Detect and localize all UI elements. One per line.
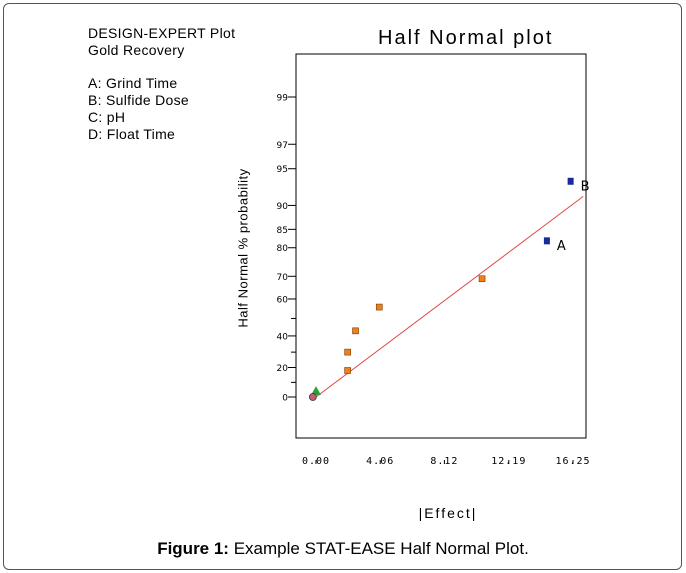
x-tick-label: 8.12: [430, 456, 458, 467]
y-tick-label: 95: [277, 165, 288, 175]
origin-point: [308, 393, 317, 401]
x-tick-label: 16.25: [555, 456, 590, 467]
y-tick-label: 40: [277, 332, 289, 342]
significant-effect-point: [567, 177, 574, 185]
point-label: A: [557, 239, 566, 254]
factor-b: B: Sulfide Dose: [88, 92, 189, 108]
x-axis-label: |Effect|: [418, 505, 478, 521]
figure-caption-text: Example STAT-EASE Half Normal Plot.: [233, 539, 529, 558]
x-axis-ticks: 0.00 4.06 8.12 12.19 16.25: [302, 456, 590, 467]
y-tick-label: 97: [277, 141, 288, 151]
figure-caption: Figure 1: Example STAT-EASE Half Normal …: [0, 539, 686, 559]
y-tick-label: 0: [282, 394, 288, 404]
effect-point: [344, 348, 351, 356]
response-name: Gold Recovery: [88, 42, 185, 58]
chart-title: Half Normal plot: [378, 27, 554, 49]
factor-c: C: pH: [88, 109, 126, 125]
effect-point: [352, 327, 359, 335]
y-tick-label: 85: [277, 226, 288, 236]
effect-point: [344, 367, 351, 374]
effect-point: [375, 303, 383, 311]
effect-point: [478, 275, 486, 283]
figure-label: Figure 1:: [157, 539, 229, 558]
y-tick-label: 20: [277, 364, 289, 374]
y-tick-label: 90: [277, 202, 289, 212]
plot-software-heading: DESIGN-EXPERT Plot: [88, 25, 236, 41]
y-tick-label: 70: [277, 273, 289, 283]
y-tick-label: 99: [277, 94, 289, 104]
significant-effect-point: [543, 237, 550, 245]
plot-area: [295, 53, 587, 439]
x-tick-label: 4.06: [366, 456, 394, 467]
point-label: B: [581, 179, 590, 194]
y-tick-label: 80: [277, 244, 289, 254]
factor-a: A: Grind Time: [88, 75, 178, 91]
y-tick-label: 60: [277, 295, 289, 305]
y-axis-ticks: 0 20 40 60 70 80 85 90 95 97 99: [277, 94, 296, 404]
factor-d: D: Float Time: [88, 126, 176, 142]
error-estimate-point: [311, 386, 321, 396]
data-points: AB: [308, 177, 590, 401]
fit-line: [315, 195, 584, 398]
x-tick-label: 12.19: [491, 456, 526, 467]
figure-frame: [3, 3, 682, 570]
x-tick-label: 0.00: [302, 456, 330, 467]
